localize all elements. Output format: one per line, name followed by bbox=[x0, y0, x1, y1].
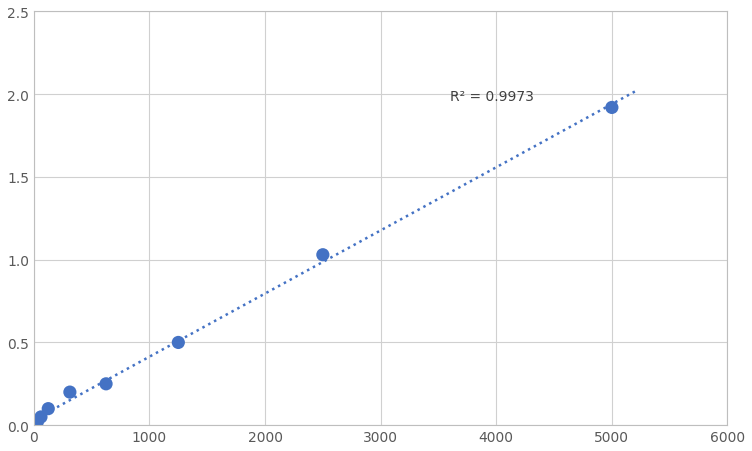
Point bbox=[606, 105, 618, 112]
Point bbox=[32, 419, 44, 426]
Point bbox=[172, 339, 184, 346]
Point bbox=[100, 380, 112, 387]
Point bbox=[28, 422, 40, 429]
Text: R² = 0.9973: R² = 0.9973 bbox=[450, 90, 534, 104]
Point bbox=[35, 414, 47, 421]
Point bbox=[317, 252, 329, 259]
Point bbox=[64, 389, 76, 396]
Point bbox=[42, 405, 54, 412]
